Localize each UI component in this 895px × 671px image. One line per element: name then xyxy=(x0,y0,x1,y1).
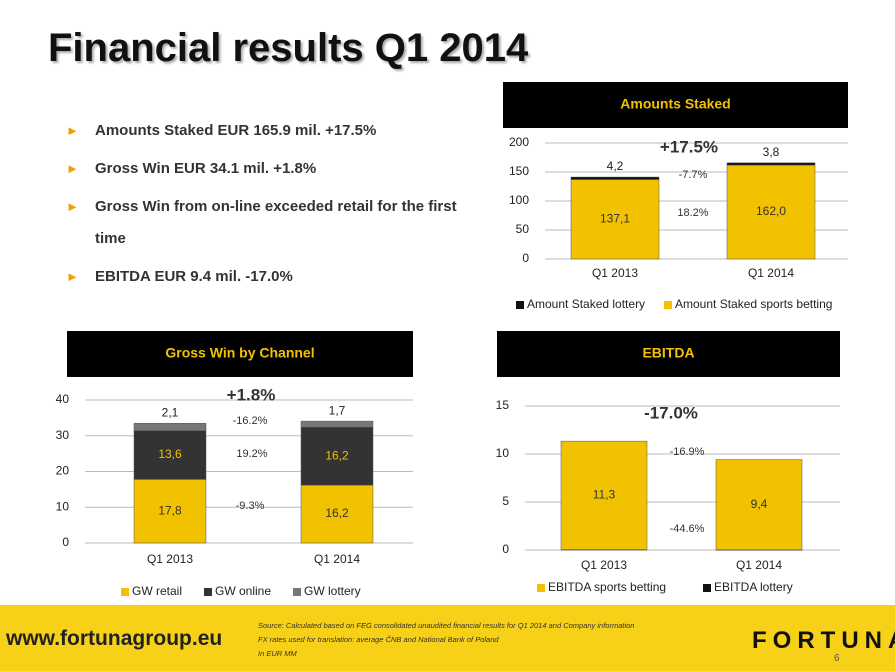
logo: FORTUNA xyxy=(752,627,895,654)
bar-segment xyxy=(300,420,374,428)
y-tick-label: 0 xyxy=(502,542,509,556)
annotation: 19.2% xyxy=(236,448,267,460)
legend-label: GW online xyxy=(215,584,271,598)
annotation: +17.5% xyxy=(660,137,718,156)
bar-segment xyxy=(715,459,803,551)
page-number: 6 xyxy=(834,653,840,664)
annotation: 18.2% xyxy=(677,207,708,219)
bar-segment xyxy=(133,479,207,544)
annotation: -7.7% xyxy=(679,169,708,181)
y-tick-label: 100 xyxy=(509,193,529,207)
chart-title: EBITDA xyxy=(642,345,694,361)
chart-header xyxy=(497,331,840,377)
footnote: In EUR MM xyxy=(258,649,297,658)
value-label: 4,2 xyxy=(607,159,624,173)
y-tick-label: 10 xyxy=(56,499,70,513)
value-label: 2,1 xyxy=(162,405,179,419)
annotation: -9.3% xyxy=(236,500,265,512)
legend-swatch xyxy=(516,301,524,309)
y-tick-label: 40 xyxy=(56,392,70,406)
legend-swatch xyxy=(204,588,212,596)
y-tick-label: 20 xyxy=(56,464,70,478)
value-label: 11,3 xyxy=(593,488,616,502)
y-tick-label: 200 xyxy=(509,135,529,149)
bar-segment xyxy=(726,164,816,260)
bar-segment xyxy=(133,430,207,480)
value-label: 1,7 xyxy=(329,403,346,417)
bar-segment xyxy=(300,484,374,544)
value-label: 16,2 xyxy=(325,448,349,462)
bar-segment xyxy=(570,179,660,260)
chart-title: Gross Win by Channel xyxy=(165,345,314,361)
value-label: 3,8 xyxy=(763,145,780,159)
bullet-list: Amounts Staked EUR 165.9 mil. +17.5% Gro… xyxy=(66,115,486,299)
annotation: -44.6% xyxy=(670,523,705,535)
chart-header xyxy=(503,82,848,128)
footnote: Source: Calculated based on FEG consolid… xyxy=(258,621,635,630)
legend-label: EBITDA lottery xyxy=(714,580,793,594)
annotation: +1.8% xyxy=(227,385,276,404)
annotation: -16.9% xyxy=(670,446,705,458)
x-tick-label: Q1 2013 xyxy=(581,558,627,572)
chart-header xyxy=(67,331,413,377)
bar-segment xyxy=(133,422,207,431)
legend-label: GW lottery xyxy=(304,584,361,598)
slide-title: Financial results Q1 2014 xyxy=(48,26,529,70)
legend-label: EBITDA sports betting xyxy=(548,580,666,594)
y-tick-label: 0 xyxy=(522,251,529,265)
bar-segment xyxy=(300,426,374,486)
y-tick-label: 150 xyxy=(509,164,529,178)
y-tick-label: 10 xyxy=(496,446,510,460)
bullet: Gross Win EUR 34.1 mil. +1.8% xyxy=(66,153,486,185)
legend-label: Amount Staked sports betting xyxy=(675,297,832,311)
annotation: -17.0% xyxy=(644,403,698,422)
bar-segment xyxy=(726,162,816,166)
footer: www.fortunagroup.eu Source: Calculated b… xyxy=(0,605,895,671)
website: www.fortunagroup.eu xyxy=(6,627,223,650)
legend-swatch xyxy=(537,584,545,592)
chart-title: Amounts Staked xyxy=(620,96,730,112)
x-tick-label: Q1 2014 xyxy=(736,558,782,572)
x-tick-label: Q1 2013 xyxy=(147,552,193,566)
x-tick-label: Q1 2014 xyxy=(748,266,794,280)
value-label: 162,0 xyxy=(756,204,786,218)
x-tick-label: Q1 2013 xyxy=(592,266,638,280)
legend-swatch xyxy=(121,588,129,596)
y-tick-label: 15 xyxy=(496,398,510,412)
y-tick-label: 0 xyxy=(62,535,69,549)
y-tick-label: 50 xyxy=(516,222,530,236)
legend-swatch xyxy=(664,301,672,309)
legend-label: Amount Staked lottery xyxy=(527,297,645,311)
y-tick-label: 5 xyxy=(502,494,509,508)
legend-swatch xyxy=(293,588,301,596)
bar-segment xyxy=(560,440,648,550)
bullet: Gross Win from on-line exceeded retail f… xyxy=(66,191,486,255)
value-label: 13,6 xyxy=(158,447,182,461)
bar-segment xyxy=(570,176,660,180)
value-label: 16,2 xyxy=(325,506,349,520)
y-tick-label: 30 xyxy=(56,428,70,442)
x-tick-label: Q1 2014 xyxy=(314,552,360,566)
annotation: -16.2% xyxy=(233,415,268,427)
value-label: 137,1 xyxy=(600,211,630,225)
footnotes: Source: Calculated based on FEG consolid… xyxy=(258,619,634,661)
value-label: 9,4 xyxy=(751,497,768,511)
bullet: EBITDA EUR 9.4 mil. -17.0% xyxy=(66,261,486,293)
bullet: Amounts Staked EUR 165.9 mil. +17.5% xyxy=(66,115,486,147)
value-label: 17,8 xyxy=(158,503,182,517)
footnote: FX rates used for translation: average Č… xyxy=(258,635,499,644)
legend-swatch xyxy=(703,584,711,592)
legend-label: GW retail xyxy=(132,584,182,598)
